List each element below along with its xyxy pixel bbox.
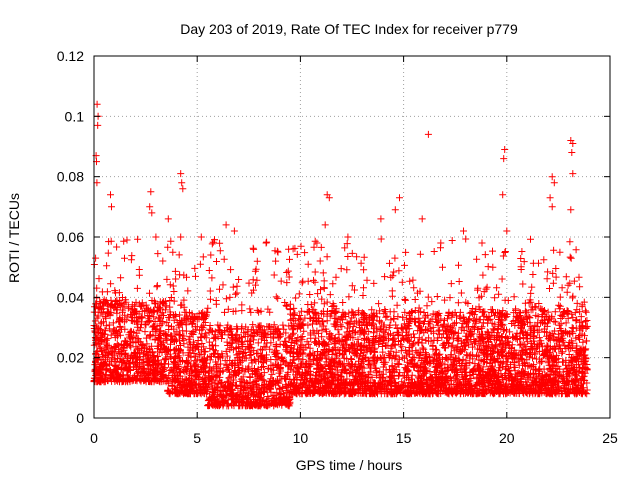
- x-axis-label: GPS time / hours: [296, 457, 403, 473]
- y-tick-label: 0: [76, 410, 84, 426]
- x-tick-label: 10: [293, 430, 309, 446]
- x-tick-labels: 0 5 10 15 20 25: [90, 430, 618, 446]
- y-tick-label: 0.12: [57, 48, 84, 64]
- y-tick-labels: 0 0.02 0.04 0.06 0.08 0.1 0.12: [57, 48, 84, 426]
- y-tick-label: 0.04: [57, 289, 84, 305]
- axis-ticks: [93, 55, 611, 419]
- chart-title: Day 203 of 2019, Rate Of TEC Index for r…: [180, 21, 518, 37]
- x-tick-label: 0: [90, 430, 98, 446]
- data-points: [90, 100, 591, 410]
- x-tick-label: 20: [499, 430, 515, 446]
- y-axis-label: ROTI / TECUs: [6, 193, 22, 283]
- grid-lines: [94, 56, 610, 418]
- x-tick-label: 15: [396, 430, 412, 446]
- y-tick-label: 0.08: [57, 169, 84, 185]
- x-tick-label: 5: [193, 430, 201, 446]
- y-tick-label: 0.1: [65, 108, 85, 124]
- roti-series-markers: [90, 100, 591, 410]
- y-tick-label: 0.06: [57, 229, 84, 245]
- y-tick-label: 0.02: [57, 350, 84, 366]
- x-tick-label: 25: [602, 430, 618, 446]
